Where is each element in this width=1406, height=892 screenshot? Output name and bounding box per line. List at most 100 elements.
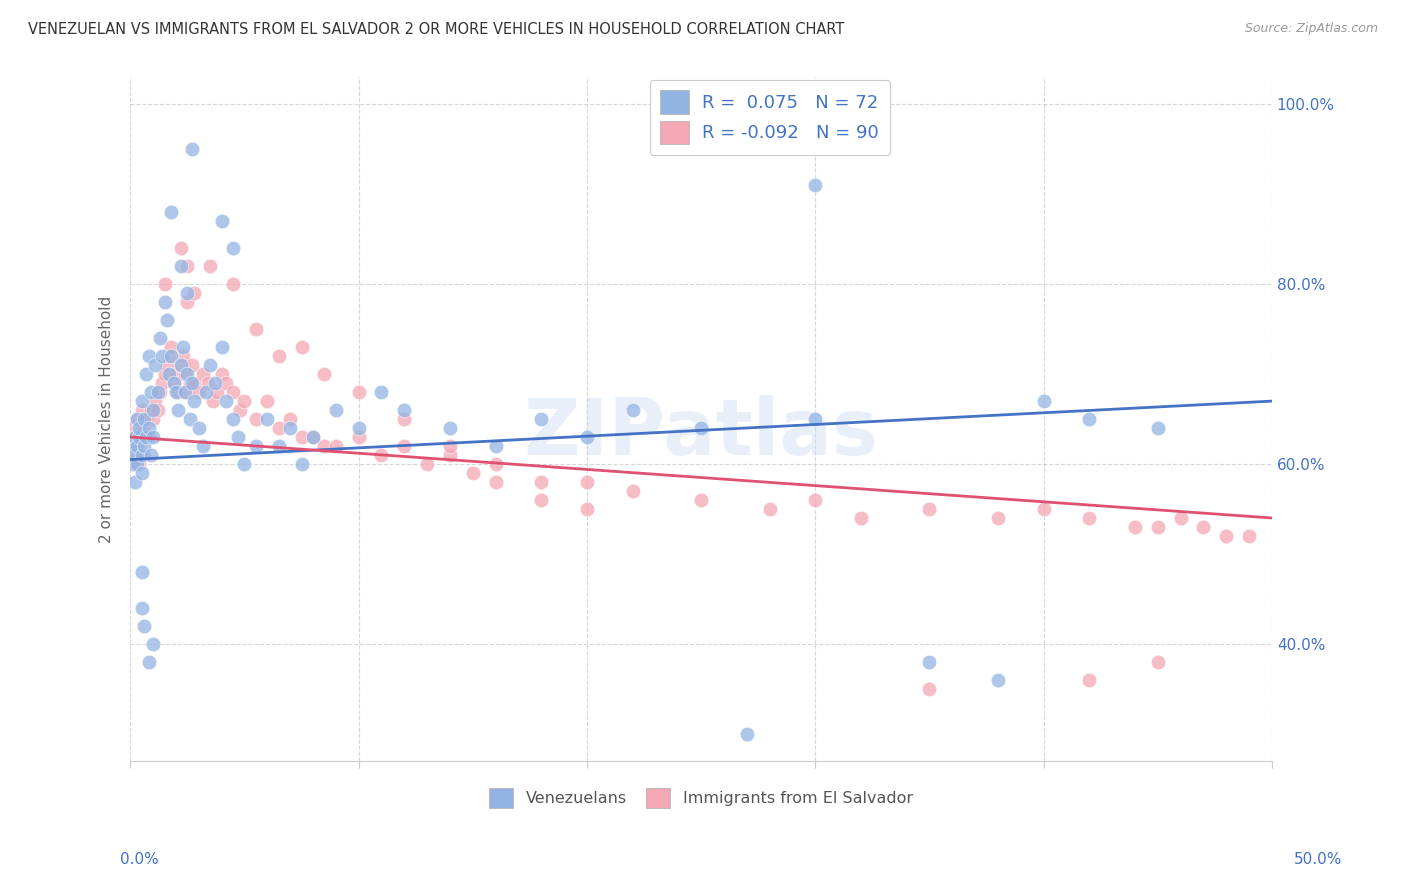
Point — [804, 412, 827, 426]
Point — [485, 439, 508, 453]
Point — [132, 448, 155, 462]
Point — [160, 349, 183, 363]
Point — [127, 412, 149, 426]
Point — [172, 349, 194, 363]
Point — [127, 457, 149, 471]
Point — [222, 277, 245, 292]
Point — [575, 502, 598, 516]
Point — [135, 412, 157, 426]
Point — [132, 619, 155, 633]
Point — [138, 349, 160, 363]
Point — [200, 259, 222, 273]
Point — [131, 430, 153, 444]
Y-axis label: 2 or more Vehicles in Household: 2 or more Vehicles in Household — [100, 295, 114, 542]
Point — [290, 340, 312, 354]
Point — [347, 430, 370, 444]
Text: Source: ZipAtlas.com: Source: ZipAtlas.com — [1244, 22, 1378, 36]
Point — [139, 403, 162, 417]
Point — [169, 358, 191, 372]
Point — [347, 421, 370, 435]
Point — [146, 403, 169, 417]
Point — [918, 502, 941, 516]
Point — [193, 367, 215, 381]
Point — [394, 439, 416, 453]
Point — [163, 376, 186, 391]
Point — [233, 394, 256, 409]
Point — [987, 511, 1010, 525]
Point — [215, 394, 238, 409]
Point — [245, 322, 267, 336]
Point — [138, 430, 160, 444]
Point — [128, 430, 150, 444]
Point — [146, 385, 169, 400]
Point — [194, 385, 217, 400]
Point — [256, 412, 278, 426]
Point — [222, 412, 245, 426]
Point — [530, 493, 553, 508]
Point — [157, 349, 180, 363]
Point — [169, 241, 191, 255]
Point — [370, 385, 392, 400]
Point — [201, 394, 224, 409]
Point — [156, 358, 179, 372]
Point — [139, 448, 162, 462]
Point — [167, 403, 190, 417]
Point — [181, 358, 204, 372]
Point — [1146, 520, 1168, 534]
Point — [169, 358, 191, 372]
Point — [139, 385, 162, 400]
Point — [176, 259, 198, 273]
Point — [394, 403, 416, 417]
Point — [758, 502, 780, 516]
Point — [325, 403, 347, 417]
Point — [290, 457, 312, 471]
Point — [131, 565, 153, 579]
Point — [183, 286, 205, 301]
Point — [1215, 529, 1237, 543]
Point — [127, 439, 149, 453]
Point — [127, 448, 149, 462]
Point — [142, 430, 165, 444]
Point — [1146, 655, 1168, 669]
Point — [124, 457, 146, 471]
Point — [278, 421, 301, 435]
Point — [1123, 520, 1146, 534]
Text: VENEZUELAN VS IMMIGRANTS FROM EL SALVADOR 2 OR MORE VEHICLES IN HOUSEHOLD CORREL: VENEZUELAN VS IMMIGRANTS FROM EL SALVADO… — [28, 22, 845, 37]
Point — [124, 475, 146, 489]
Point — [211, 340, 233, 354]
Point — [229, 403, 252, 417]
Point — [1078, 673, 1101, 687]
Point — [575, 430, 598, 444]
Point — [176, 385, 198, 400]
Point — [314, 367, 336, 381]
Point — [124, 430, 146, 444]
Point — [530, 475, 553, 489]
Point — [211, 367, 233, 381]
Point — [187, 385, 209, 400]
Point — [174, 367, 197, 381]
Point — [1032, 394, 1054, 409]
Point — [160, 340, 183, 354]
Point — [267, 421, 290, 435]
Legend: Venezuelans, Immigrants from El Salvador: Venezuelans, Immigrants from El Salvador — [482, 782, 920, 814]
Point — [132, 412, 155, 426]
Point — [690, 421, 713, 435]
Point — [1192, 520, 1215, 534]
Point — [165, 385, 187, 400]
Point — [849, 511, 872, 525]
Point — [179, 412, 201, 426]
Point — [131, 394, 153, 409]
Point — [200, 358, 222, 372]
Point — [1170, 511, 1192, 525]
Point — [131, 466, 153, 480]
Point — [222, 241, 245, 255]
Point — [314, 439, 336, 453]
Point — [160, 205, 183, 219]
Point — [121, 439, 143, 453]
Point — [485, 475, 508, 489]
Point — [169, 259, 191, 273]
Point — [127, 412, 149, 426]
Point — [267, 349, 290, 363]
Point — [153, 367, 176, 381]
Point — [621, 483, 644, 498]
